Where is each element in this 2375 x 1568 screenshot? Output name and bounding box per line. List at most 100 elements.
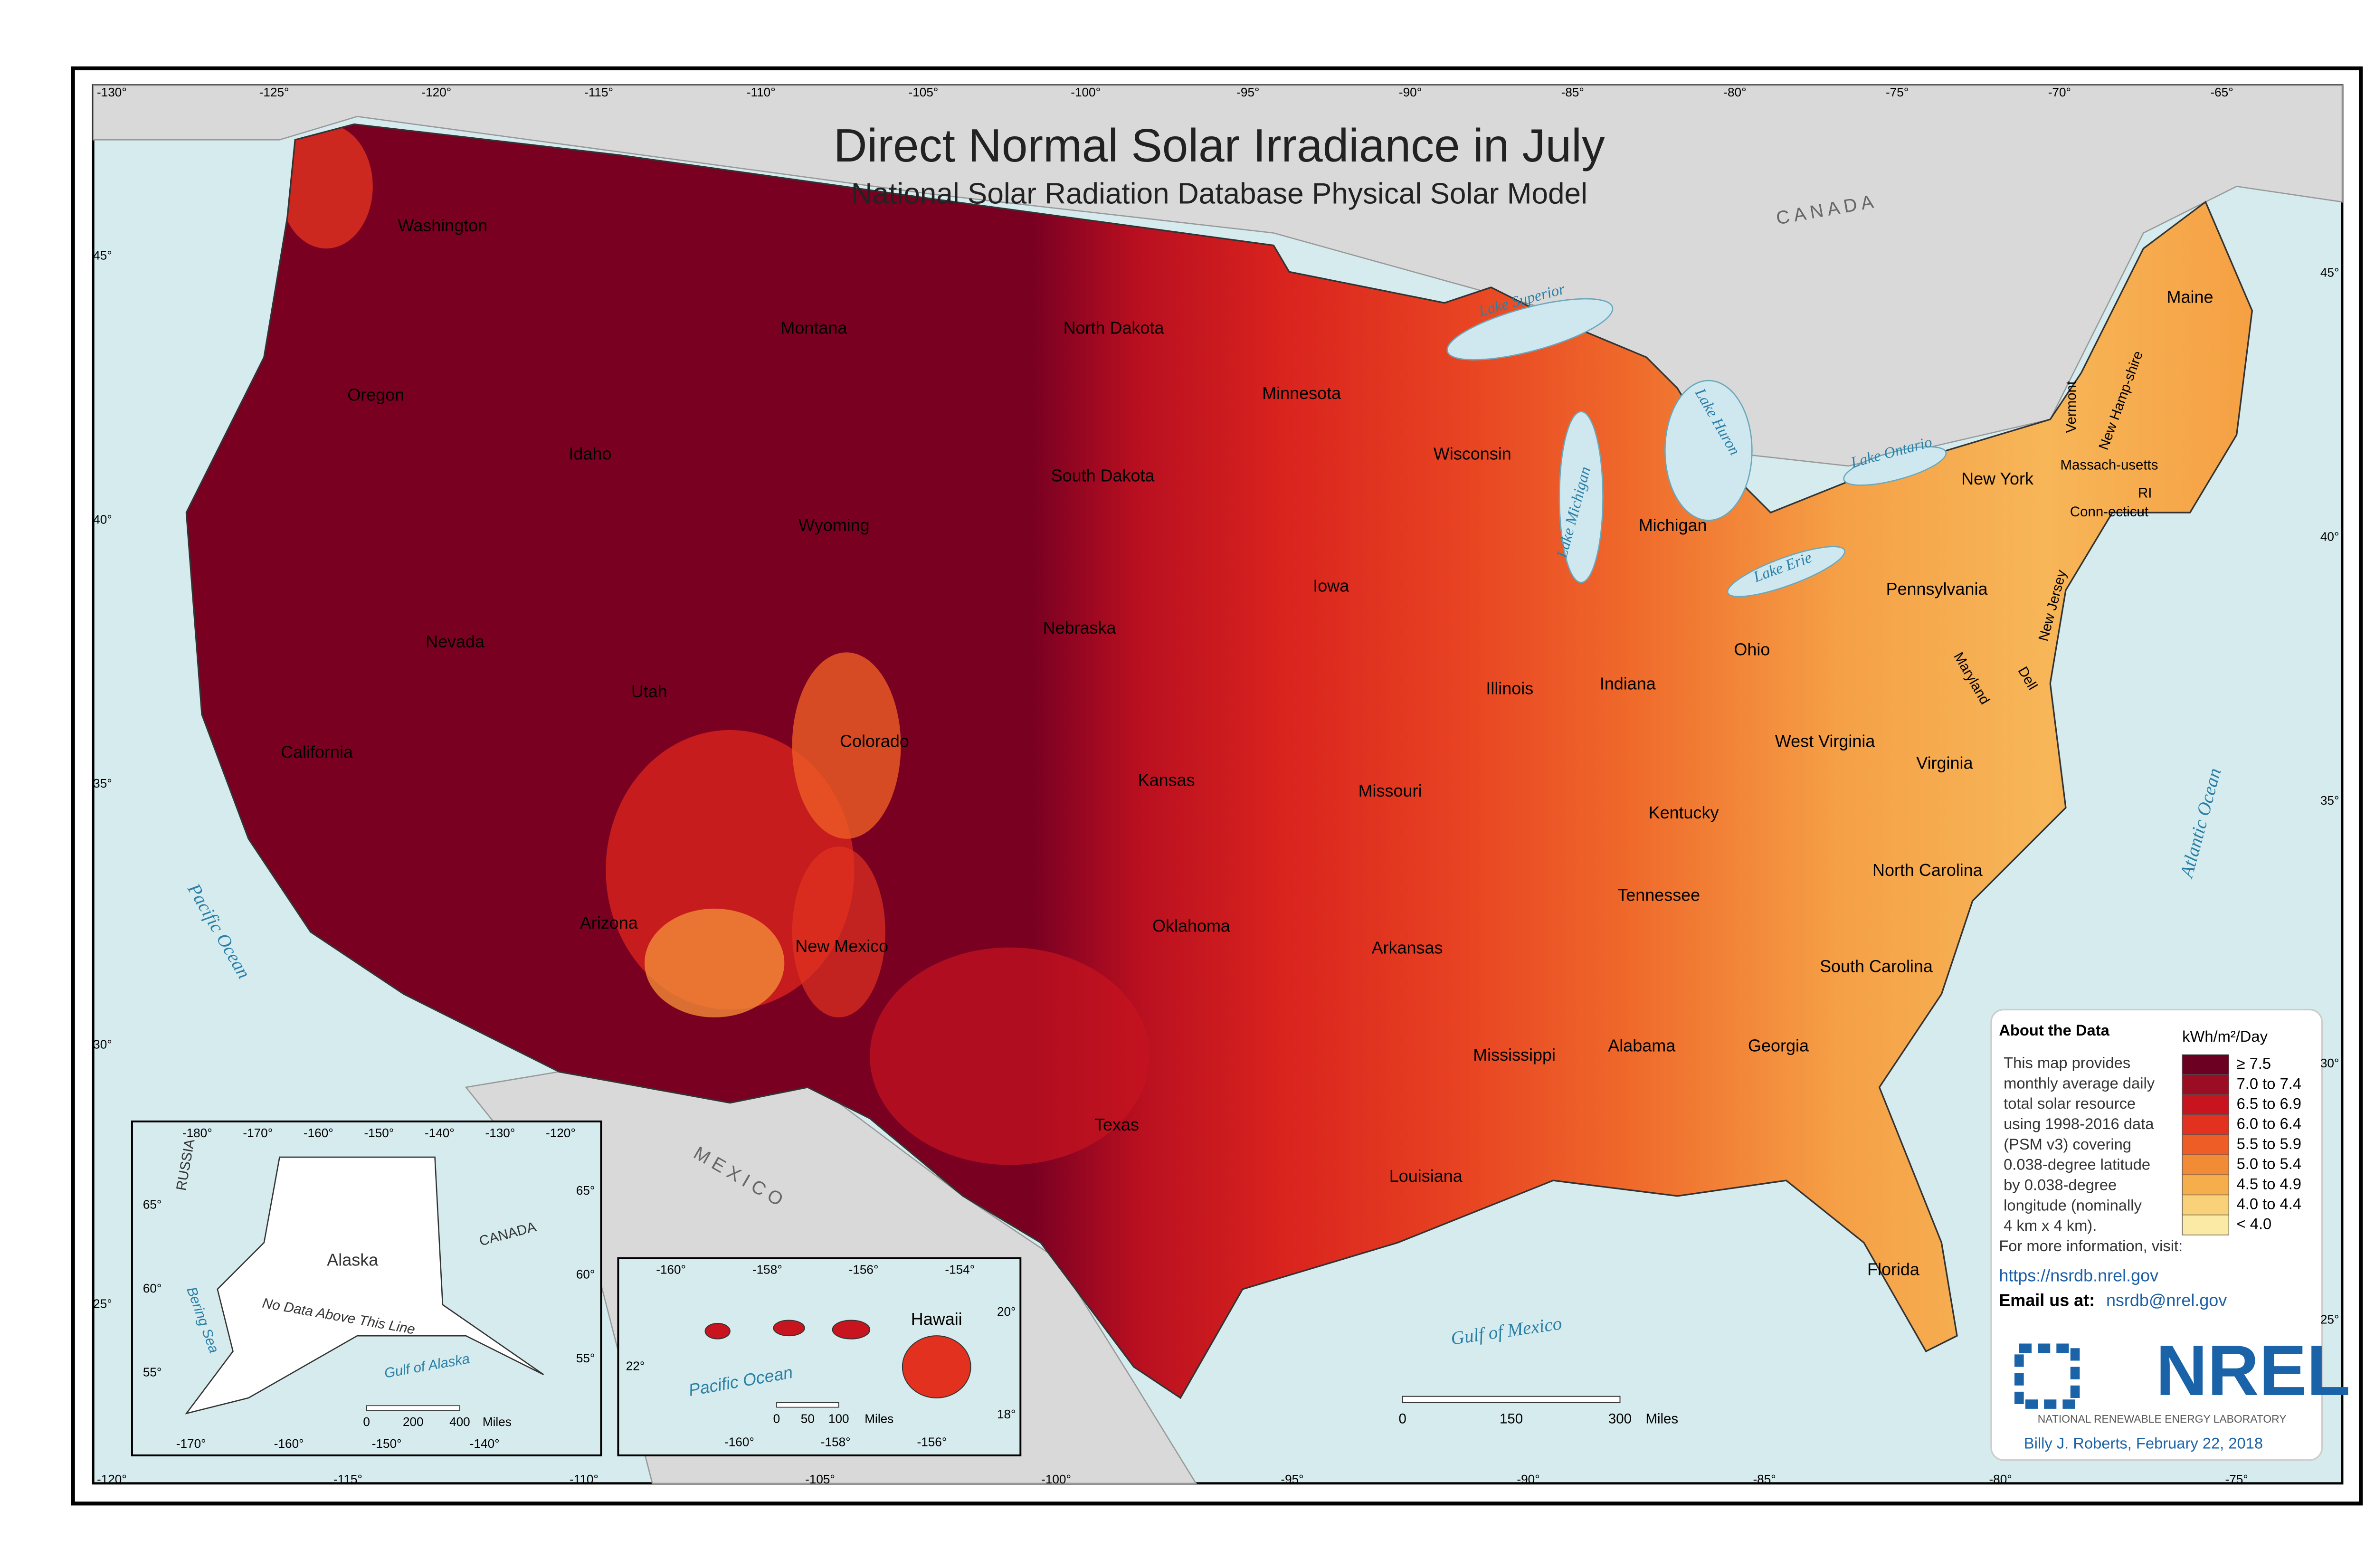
graticule-label: 30° bbox=[93, 1037, 112, 1052]
graticule-label: -170° bbox=[176, 1436, 206, 1451]
graticule-label: -170° bbox=[243, 1126, 273, 1140]
graticule-label: -65° bbox=[2210, 85, 2233, 99]
scale-bar bbox=[776, 1402, 839, 1408]
coast-band bbox=[279, 124, 373, 249]
lake-superior bbox=[1446, 298, 1614, 361]
state-label: Louisiana bbox=[1389, 1166, 1463, 1186]
state-label: Vermont bbox=[2063, 381, 2079, 433]
graticule-label: -75° bbox=[1886, 85, 1909, 99]
state-label: Colorado bbox=[840, 732, 909, 751]
graticule-label: -158° bbox=[752, 1263, 782, 1277]
legend-swatch bbox=[2182, 1174, 2229, 1196]
graticule-label: -180° bbox=[182, 1126, 212, 1140]
about-text: total solar resource bbox=[2004, 1094, 2136, 1112]
state-label: Washington bbox=[398, 216, 488, 235]
state-label: New Mexico bbox=[795, 936, 888, 956]
graticule-label: 20° bbox=[997, 1304, 1016, 1319]
graticule-label: -70° bbox=[2048, 85, 2071, 99]
graticule-label: 40° bbox=[93, 512, 112, 526]
island bbox=[832, 1320, 871, 1340]
scale-label: 0 bbox=[773, 1412, 780, 1426]
lake-erie bbox=[1727, 546, 1845, 598]
about-text: using 1998-2016 data bbox=[2004, 1115, 2154, 1132]
graticule-label: -158° bbox=[821, 1435, 851, 1449]
graticule-label: 18° bbox=[997, 1407, 1016, 1421]
state-label: RI bbox=[2138, 485, 2152, 501]
state-label: Iowa bbox=[1313, 576, 1349, 596]
legend-swatch bbox=[2182, 1215, 2229, 1235]
state-label: Kentucky bbox=[1649, 803, 1719, 822]
legend-swatch bbox=[2182, 1154, 2229, 1176]
about-text: by 0.038-degree bbox=[2004, 1176, 2117, 1194]
state-label: Missouri bbox=[1358, 781, 1422, 800]
graticule-label: -115° bbox=[584, 85, 613, 99]
graticule-label: 45° bbox=[2320, 265, 2339, 279]
state-label: New York bbox=[1961, 469, 2034, 488]
graticule-label: 65° bbox=[143, 1197, 162, 1211]
state-label: California bbox=[281, 742, 353, 761]
about-link[interactable]: https://nsrdb.nrel.gov bbox=[1999, 1265, 2158, 1285]
graticule-label: -95° bbox=[1236, 85, 1259, 99]
state-label: North Dakota bbox=[1064, 318, 1164, 338]
scale-bar bbox=[1402, 1396, 1621, 1403]
state-label: Montana bbox=[780, 318, 847, 338]
about-text: longitude (nominally bbox=[2004, 1196, 2142, 1214]
graticule-label: -100° bbox=[1071, 85, 1101, 99]
graticule-label: -160° bbox=[304, 1126, 333, 1140]
state-label: Alabama bbox=[1608, 1036, 1675, 1055]
about-title: About the Data bbox=[1999, 1021, 2109, 1039]
logo-name: NREL bbox=[2156, 1330, 2350, 1410]
state-label: Florida bbox=[1867, 1259, 1919, 1279]
logo-mark bbox=[2014, 1343, 2080, 1409]
legend-swatch bbox=[2182, 1194, 2229, 1216]
graticule-label: 60° bbox=[143, 1281, 162, 1295]
state-label: Georgia bbox=[1748, 1036, 1809, 1055]
scale-label: 200 bbox=[403, 1415, 424, 1429]
graticule-label: 55° bbox=[576, 1351, 595, 1365]
state-label: Mississippi bbox=[1473, 1045, 1556, 1064]
state-label: Kansas bbox=[1138, 770, 1195, 789]
subtitle: National Solar Radiation Database Physic… bbox=[851, 177, 1587, 210]
state-label: Illinois bbox=[1486, 678, 1533, 698]
graticule-label: 22° bbox=[626, 1359, 645, 1373]
lake-huron bbox=[1664, 380, 1753, 521]
title: Direct Normal Solar Irradiance in July bbox=[834, 119, 1605, 171]
hawaii-islands bbox=[704, 1320, 971, 1398]
state-label: North Carolina bbox=[1872, 860, 1983, 880]
outer-frame bbox=[71, 66, 2363, 1506]
graticule-label: -75° bbox=[2225, 1472, 2248, 1486]
graticule-label: 55° bbox=[143, 1365, 162, 1379]
graticule-label: -125° bbox=[259, 85, 289, 99]
state-label: West Virginia bbox=[1775, 732, 1875, 751]
graticule-label: -110° bbox=[747, 85, 776, 99]
southwest-band bbox=[792, 652, 901, 839]
graticule-label: -156° bbox=[849, 1263, 879, 1277]
hawaii-label: Hawaii bbox=[911, 1309, 962, 1329]
legend-label: 4.5 to 4.9 bbox=[2237, 1175, 2301, 1192]
about-email[interactable]: nsrdb@nrel.gov bbox=[2106, 1291, 2227, 1310]
graticule-label: -140° bbox=[425, 1126, 455, 1140]
graticule-label: 60° bbox=[576, 1267, 595, 1282]
alaska-shape bbox=[185, 1156, 544, 1415]
state-label: Arizona bbox=[580, 913, 638, 932]
scale-label: Miles bbox=[864, 1412, 893, 1426]
legend-label: 4.0 to 4.4 bbox=[2237, 1195, 2301, 1212]
graticule-label: 35° bbox=[2320, 793, 2339, 808]
about-text: (PSM v3) covering bbox=[2004, 1135, 2131, 1153]
email-label: Email us at: bbox=[1999, 1291, 2095, 1310]
legend-swatch bbox=[2182, 1074, 2229, 1095]
graticule-label: 35° bbox=[93, 776, 112, 790]
scale-label: 0 bbox=[1399, 1411, 1406, 1426]
legend-label: 7.0 to 7.4 bbox=[2237, 1074, 2301, 1092]
state-label: Conn-ecticut bbox=[2070, 504, 2148, 520]
state-label: Indiana bbox=[1600, 674, 1656, 694]
state-label: Minnesota bbox=[1262, 383, 1341, 403]
graticule-label: -90° bbox=[1399, 85, 1422, 99]
graticule-label: 30° bbox=[2320, 1056, 2339, 1070]
labels: Direct Normal Solar Irradiance in July Na… bbox=[93, 85, 2350, 1486]
graticule-label: -160° bbox=[274, 1436, 304, 1451]
graticule-label: -156° bbox=[917, 1435, 947, 1449]
graticule-label: 25° bbox=[93, 1297, 112, 1311]
island bbox=[902, 1335, 971, 1398]
